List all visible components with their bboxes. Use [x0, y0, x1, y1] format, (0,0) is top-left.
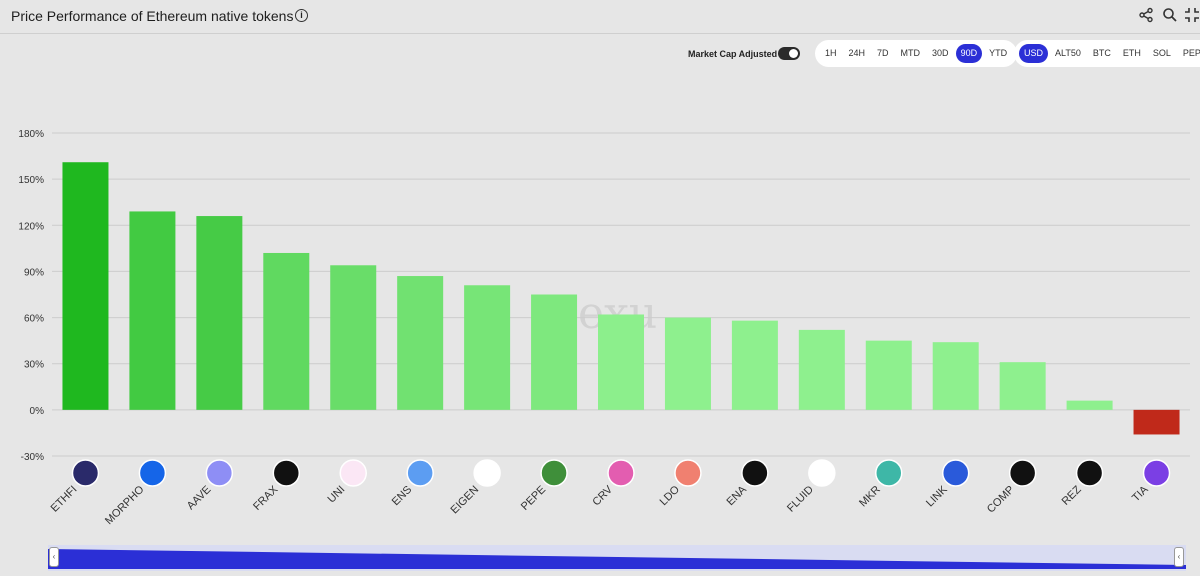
y-tick-label: 150% [18, 175, 44, 186]
period-pill-24h[interactable]: 24H [848, 48, 866, 58]
x-tick-label: UNI [325, 484, 347, 506]
token-icon-aave [205, 459, 234, 487]
token-icon-tia [1142, 459, 1171, 487]
bar-mkr [865, 340, 912, 410]
bar-aave [196, 216, 243, 410]
collapse-icon[interactable] [1184, 7, 1200, 23]
x-tick-label: FRAX [251, 483, 281, 513]
token-icon-frax [272, 459, 301, 487]
bar-ena [731, 320, 778, 410]
token-icon-fluid [808, 459, 836, 487]
token-icon-morpho [138, 459, 167, 487]
range-preview [48, 549, 1186, 569]
chart-header: Price Performance of Ethereum native tok… [0, 0, 1200, 34]
x-tick-label: ETHFI [49, 484, 80, 515]
token-icon-eigen [473, 459, 501, 487]
y-tick-label: 120% [18, 221, 44, 232]
token-icon-link [941, 459, 970, 487]
bar-fluid [798, 329, 845, 410]
chart-title: Price Performance of Ethereum native tok… [11, 8, 294, 24]
bar-chart: Dexu-30%0%30%60%90%120%150%180%ETHFI MORP… [18, 129, 1190, 527]
x-tick-label: EIGEN [449, 484, 482, 517]
token-icon-ldo [674, 459, 702, 487]
currency-pill-sol[interactable]: SOL [1152, 48, 1171, 58]
token-icon-crv [607, 459, 635, 487]
market-cap-toggle[interactable] [778, 47, 800, 60]
bar-crv [598, 314, 644, 410]
currency-pill-alt50[interactable]: ALT50 [1055, 48, 1081, 58]
bar-rez [1066, 400, 1113, 410]
y-tick-label: 0% [30, 406, 45, 417]
x-tick-label: MKR [857, 484, 883, 510]
currency-pill-eth[interactable]: ETH [1122, 48, 1141, 58]
info-icon[interactable]: i [295, 9, 308, 22]
y-tick-label: 90% [24, 267, 44, 278]
x-tick-label: TIA [1130, 483, 1151, 504]
range-handle-left[interactable]: ‹ [49, 547, 59, 567]
bar-ldo [664, 317, 711, 410]
toggle-knob [789, 49, 798, 58]
x-tick-label: ENA [725, 483, 750, 508]
period-pill-1h[interactable]: 1H [825, 48, 837, 58]
x-tick-label: LDO [658, 483, 683, 508]
y-tick-label: -30% [21, 452, 44, 463]
token-icon-ethfi [71, 459, 100, 487]
bar-comp [999, 362, 1046, 410]
bar-tia [1133, 409, 1180, 435]
period-pill-7d[interactable]: 7D [877, 48, 889, 58]
token-icon-ena [741, 459, 769, 487]
token-icon-rez [1075, 459, 1104, 487]
market-cap-label: Market Cap Adjusted [688, 49, 778, 59]
period-selector: 1H 24H 7D MTD 30D 90D YTD [815, 40, 1018, 67]
share-icon[interactable] [1138, 7, 1154, 23]
x-tick-label: MORPHO [103, 483, 147, 527]
x-tick-label: ENS [390, 484, 414, 508]
bar-pepe [531, 294, 578, 410]
bar-frax [263, 252, 310, 410]
range-handle-right[interactable]: ‹ [1174, 547, 1184, 567]
y-tick-label: 60% [24, 314, 44, 325]
range-scrollbar[interactable] [48, 545, 1186, 571]
token-icon-uni [339, 459, 367, 487]
token-icon-ens [406, 459, 434, 487]
bar-morpho [129, 211, 176, 410]
currency-pill-btc[interactable]: BTC [1092, 48, 1111, 58]
x-tick-label: LINK [924, 483, 950, 509]
period-pill-30d[interactable]: 30D [932, 48, 949, 58]
bar-uni [330, 265, 377, 410]
period-pill-ytd[interactable]: YTD [989, 48, 1008, 58]
y-tick-label: 180% [18, 129, 44, 140]
x-tick-label: FLUID [785, 484, 816, 515]
x-tick-label: REZ [1060, 483, 1084, 507]
bar-ethfi [62, 162, 109, 410]
x-tick-label: COMP [985, 484, 1017, 516]
x-tick-label: AAVE [185, 484, 214, 513]
bar-link [932, 342, 979, 410]
currency-pill-usd[interactable]: USD [1019, 44, 1049, 63]
x-tick-label: CRV [590, 483, 615, 508]
bar-ens [397, 276, 444, 410]
search-icon[interactable] [1162, 7, 1178, 23]
period-pill-90d[interactable]: 90D [955, 44, 983, 63]
period-pill-mtd[interactable]: MTD [900, 48, 921, 58]
token-icon-comp [1008, 459, 1037, 487]
y-tick-label: 30% [24, 360, 44, 371]
x-tick-label: PEPE [519, 484, 548, 513]
token-icon-pepe [540, 459, 568, 487]
currency-pill-pepe[interactable]: PEPE [1182, 48, 1200, 58]
bar-eigen [464, 285, 511, 410]
currency-selector: USD ALT50 BTC ETH SOL PEPE [1014, 40, 1200, 67]
token-icon-mkr [875, 459, 903, 487]
